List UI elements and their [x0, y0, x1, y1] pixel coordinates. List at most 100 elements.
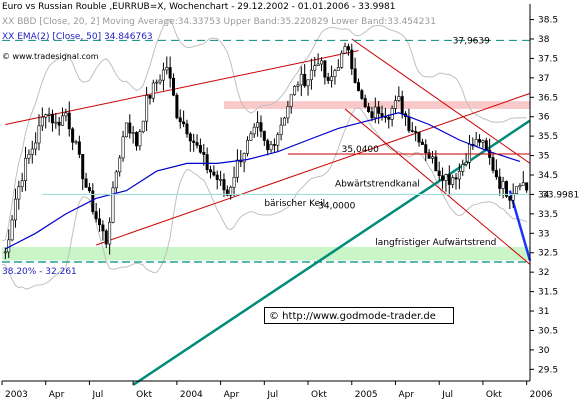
y-tick-label: 32	[538, 268, 549, 278]
candle-body	[30, 148, 34, 155]
candle-body	[525, 182, 529, 191]
x-tick-label: Apr	[49, 390, 65, 400]
candle-body	[246, 139, 250, 154]
candle-body	[272, 144, 276, 146]
price-zones	[2, 101, 530, 261]
candle-body	[316, 63, 320, 66]
candle-body	[17, 186, 21, 200]
candle-body	[37, 125, 41, 144]
y-tick-label: 29.5	[538, 365, 558, 375]
candle-body	[521, 182, 525, 186]
y-tick-label: 36.5	[538, 93, 558, 103]
candle-body	[235, 159, 239, 178]
level-label-fib-38: 38.20% - 32.261	[2, 267, 77, 277]
candle-body	[434, 156, 438, 172]
candle-body	[333, 70, 337, 77]
candle-body	[158, 79, 162, 83]
ema-legend: XX EMA(2) [Close, 50] 34.846763	[2, 32, 153, 42]
copyright-box: © http://www.godmode-trader.de	[264, 307, 454, 324]
candle-body	[7, 239, 11, 253]
candle-body	[504, 181, 508, 197]
candle-body	[225, 189, 229, 196]
candle-body	[420, 141, 424, 145]
candle-body	[232, 176, 236, 188]
candle-body	[155, 81, 159, 84]
x-tick-label: Jul	[91, 390, 103, 400]
bollinger-upper-band	[1, 18, 527, 242]
candle-body	[370, 111, 374, 119]
candle-body	[20, 180, 24, 187]
candle-body	[145, 95, 149, 122]
candle-body	[98, 218, 102, 226]
candle-body	[481, 140, 485, 143]
candle-body	[262, 130, 266, 141]
candle-body	[101, 224, 105, 232]
candle-body	[172, 77, 176, 96]
y-tick-label: 32.5	[538, 249, 558, 259]
candle-body	[256, 122, 260, 128]
candle-body	[121, 136, 125, 159]
candle-body	[249, 133, 253, 141]
wedge-lower-line	[96, 92, 531, 246]
candle-body	[74, 141, 78, 144]
candle-body	[360, 90, 364, 99]
candle-body	[356, 82, 360, 91]
ema-line	[5, 112, 521, 250]
candle-body	[508, 195, 512, 201]
candle-body	[87, 187, 91, 192]
x-tick-label: Okt	[311, 390, 327, 400]
candle-body	[182, 121, 186, 125]
y-tick-label: 34.5	[538, 171, 558, 181]
candle-body	[229, 186, 233, 196]
x-tick-label: Okt	[486, 390, 502, 400]
candle-body	[202, 151, 206, 155]
candle-body	[3, 251, 7, 254]
candle-body	[511, 193, 515, 201]
downtrend-channel-upper	[351, 38, 531, 164]
candle-body	[252, 126, 256, 135]
candle-body	[387, 116, 391, 120]
candle-body	[451, 177, 455, 185]
y-tick-label: 33	[538, 229, 549, 239]
candle-body	[397, 96, 401, 101]
y-tick-label: 34	[538, 190, 550, 200]
candle-body	[276, 134, 280, 146]
x-tick-label: 2006	[530, 390, 553, 400]
candle-body	[353, 68, 357, 83]
candle-body	[330, 76, 334, 81]
level-label-35-04: 35,0400	[342, 145, 379, 155]
candle-body	[131, 132, 135, 134]
y-tick-label: 30	[538, 346, 550, 356]
candle-body	[498, 176, 502, 189]
axes: 29.5 30 30.5 31 31.5 32 32.5 33 33.5 34 34.5 35 35.5…	[1, 4, 558, 400]
candle-body	[138, 131, 142, 147]
x-tick-label: Jul	[266, 390, 278, 400]
candle-body	[309, 69, 313, 81]
y-tick-label: 36	[538, 113, 550, 123]
candle-body	[478, 139, 482, 143]
candle-body	[44, 114, 48, 118]
candle-body	[34, 142, 38, 150]
candle-body	[219, 179, 223, 181]
candle-body	[444, 174, 448, 181]
candle-body	[205, 154, 209, 170]
candle-body	[24, 157, 28, 182]
candle-body	[279, 124, 283, 135]
candle-body	[501, 181, 505, 189]
candle-body	[185, 123, 189, 135]
downtrend-channel-lower	[344, 108, 531, 265]
candle-body	[447, 174, 451, 185]
y-tick-label: 31	[538, 307, 549, 317]
candle-body	[242, 153, 246, 163]
candle-body	[491, 157, 495, 171]
y-tick-label: 38.5	[538, 16, 558, 26]
x-tick-label: 2003	[5, 390, 28, 400]
candle-body	[108, 221, 112, 245]
candle-body	[135, 132, 139, 147]
candle-body	[104, 230, 108, 245]
candle-body	[118, 157, 122, 173]
chart-annotations: 37,9639 35,0400 34,0000 38.20% - 32.261 bäri…	[2, 36, 581, 277]
candle-body	[114, 171, 118, 189]
candle-body	[461, 164, 465, 172]
candle-body	[198, 145, 202, 153]
